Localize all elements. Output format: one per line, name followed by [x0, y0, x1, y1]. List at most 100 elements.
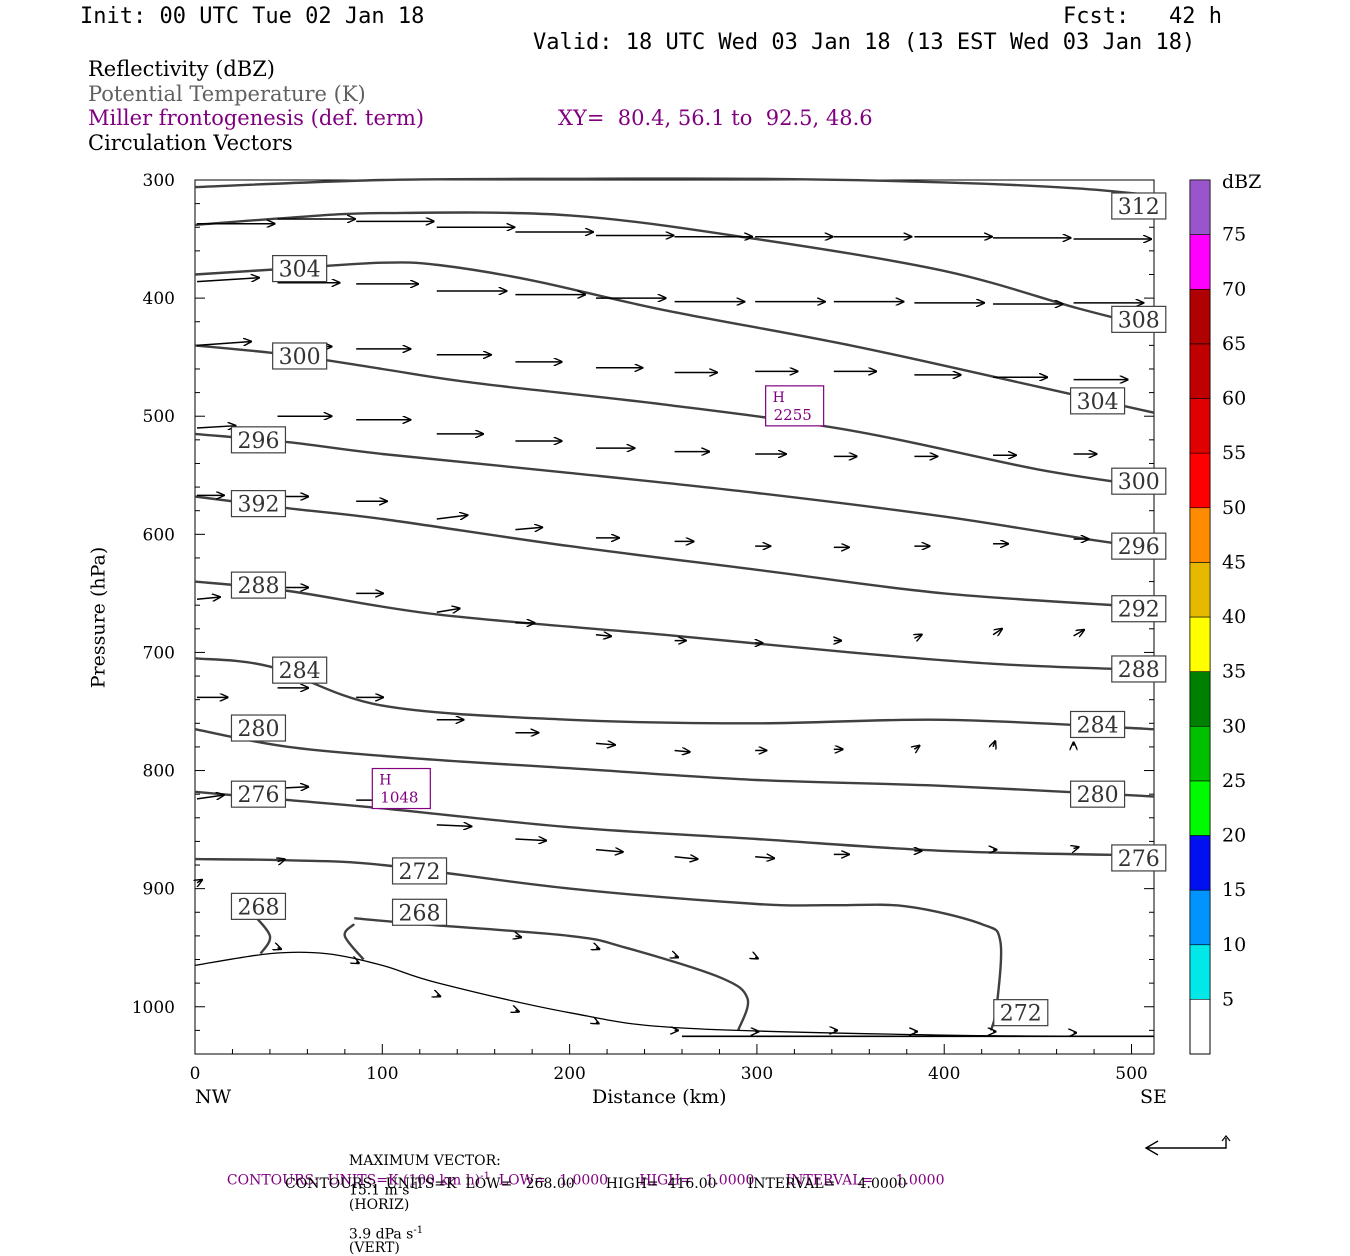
contour-label-text: 312	[1118, 195, 1160, 220]
x-tick-label: 500	[1115, 1064, 1147, 1084]
contours1-units: CONTOURS: UNITS=K (100 km h)	[226, 1172, 481, 1189]
maximum-symbol: H	[379, 773, 391, 789]
legend-potential-temperature: Potential Temperature (K)	[88, 82, 366, 106]
circulation-vector	[356, 962, 359, 964]
max-vector-horiz-value: 15.1 m s	[348, 1182, 410, 1199]
circulation-vector	[278, 859, 286, 861]
isentrope-292	[194, 495, 1155, 609]
colorbar-band	[1189, 452, 1211, 509]
x-axis-title: Distance (km)	[592, 1086, 727, 1108]
contour-label: 276	[1111, 844, 1167, 872]
x-tick-label: 100	[366, 1064, 398, 1084]
circulation-vector	[436, 608, 460, 612]
colorbar-label: 75	[1222, 224, 1246, 246]
colorbar-label: 40	[1222, 606, 1246, 628]
contour-label: 272	[993, 999, 1049, 1027]
legend-reflectivity: Reflectivity (dBZ)	[88, 57, 276, 81]
colorbar-label: 15	[1222, 879, 1246, 901]
contour-label-text: 296	[1118, 535, 1160, 560]
contour-label-text: 308	[1118, 308, 1160, 333]
circulation-vector	[755, 957, 758, 959]
max-vector-label: MAXIMUM VECTOR:	[348, 1153, 501, 1169]
circulation-vector	[595, 635, 612, 637]
contour-label-text: 284	[279, 659, 321, 684]
colorbar-label: 30	[1222, 715, 1246, 737]
circulation-vector	[196, 426, 236, 428]
maximum-value: 1048	[380, 789, 418, 807]
contour-label-text: 304	[279, 258, 321, 283]
colorbar-band	[1189, 179, 1211, 235]
contour-label-text: 392	[237, 493, 279, 518]
contour-label: 272	[391, 857, 448, 885]
contour-label: 284	[1069, 710, 1126, 738]
circulation-vector	[437, 995, 441, 997]
contour-label: 392	[230, 490, 287, 518]
x-axis-left-end: NW	[195, 1086, 232, 1108]
circulation-vector	[674, 857, 698, 859]
circulation-vector	[196, 278, 259, 283]
contours1-range: LOW= 1.0000 HIGH= 1.0000 INTERVAL= 1.000…	[489, 1172, 945, 1189]
y-tick-label: 500	[143, 407, 175, 427]
contour-label-text: 292	[1118, 598, 1160, 623]
isentrope-304	[194, 261, 1155, 414]
circulation-vector	[196, 597, 220, 599]
circulation-vector	[914, 745, 919, 749]
reference-vector-icon	[1144, 1135, 1231, 1156]
colorbar-label: 60	[1222, 388, 1246, 410]
isentrope-288	[194, 580, 1155, 672]
contours-frontogenesis-info: CONTOURS: UNITS=K (100 km h)-1 LOW= 1.00…	[218, 1158, 945, 1188]
circulation-vector	[278, 948, 282, 950]
contour-label: 312	[1111, 192, 1167, 220]
contour-label: 268	[230, 892, 287, 920]
contour-label-text: 272	[1000, 1002, 1042, 1027]
contour-label: 308	[1111, 305, 1167, 333]
isentrope-280	[194, 728, 1155, 798]
circulation-vector	[436, 825, 472, 827]
contour-label-text: 280	[237, 717, 279, 742]
contour-label: 268	[391, 898, 448, 926]
contour-label-text: 276	[237, 783, 279, 808]
contour-label: 280	[1069, 780, 1126, 808]
circulation-vector	[515, 1010, 519, 1012]
colorbar-label: 10	[1222, 934, 1246, 956]
max-vector-horiz-tag: (HORIZ)	[348, 1196, 410, 1213]
valid-time: Valid: 18 UTC Wed 03 Jan 18 (13 EST Wed …	[533, 30, 1196, 55]
max-vector-vert-tag: (VERT)	[348, 1240, 400, 1256]
y-tick-label: 700	[143, 643, 175, 663]
colorbar-band	[1189, 725, 1211, 782]
circulation-vector	[595, 743, 616, 745]
circulation-vector	[1073, 630, 1085, 636]
y-tick-label: 600	[143, 525, 175, 545]
circulation-vector	[196, 341, 252, 347]
y-tick-label: 800	[143, 762, 175, 782]
circulation-vector	[992, 628, 1002, 634]
max-vector-horiz-exp: -1	[409, 1181, 420, 1192]
x-axis-right-end: SE	[1140, 1086, 1167, 1108]
isentrope-300	[194, 344, 1155, 489]
isentrope-284	[194, 657, 1155, 731]
y-tick-label: 300	[143, 171, 175, 191]
contour-label-text: 268	[237, 895, 279, 920]
circulation-vector	[196, 795, 224, 799]
contour-label-text: 280	[1077, 783, 1119, 808]
x-tick-label: 400	[928, 1064, 960, 1084]
contour-label-text: 284	[1077, 713, 1119, 738]
circulation-vector	[914, 634, 922, 638]
circulation-vector	[674, 750, 691, 752]
contour-label: 304	[1069, 387, 1126, 415]
cross-section-endpoints: XY= 80.4, 56.1 to 92.5, 48.6	[558, 106, 873, 130]
isentrope-276	[194, 790, 1155, 857]
max-vector-vert-exp: -1	[413, 1224, 424, 1236]
x-tick-label: 200	[553, 1064, 585, 1084]
legend-circulation-vectors: Circulation Vectors	[88, 131, 293, 155]
contour-label-text: 276	[1118, 847, 1160, 872]
isentrope-308	[194, 211, 1155, 329]
cross-section-chart: 0 100 200 300 400 500 300 400 500 600 700 800 900 100…	[132, 171, 1261, 1156]
colorbar-band	[1189, 562, 1211, 618]
colorbar-label: 50	[1222, 497, 1246, 519]
colorbar-band	[1189, 889, 1211, 946]
maximum-value: 2255	[774, 406, 812, 424]
contour-label-text: 288	[1118, 658, 1160, 683]
contour-label: 300	[272, 342, 328, 370]
isentrope-268	[343, 923, 365, 961]
